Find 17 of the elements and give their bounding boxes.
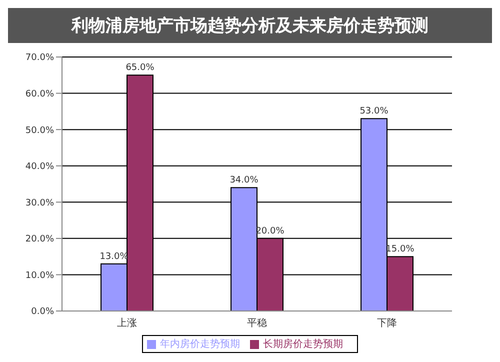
y-tick-label: 10.0%	[25, 270, 54, 281]
y-tick-label: 30.0%	[25, 198, 54, 208]
legend-label: 年内房价走势预期	[160, 339, 240, 350]
x-tick-label: 下降	[377, 317, 397, 330]
chart-title: 利物浦房地产市场趋势分析及未来房价走势预测	[8, 8, 492, 43]
y-tick-label: 20.0%	[25, 234, 54, 245]
legend-label: 长期房价走势预期	[263, 339, 343, 350]
y-tick-label: 60.0%	[25, 89, 54, 100]
y-tick-label: 40.0%	[25, 162, 54, 172]
y-tick-label: 50.0%	[25, 126, 54, 136]
data-label: 34.0%	[230, 176, 259, 186]
x-tick-label: 上涨	[117, 317, 137, 330]
y-tick-label: 0.0%	[31, 307, 54, 318]
x-tick-label: 平稳	[247, 317, 267, 330]
data-label: 65.0%	[126, 63, 155, 74]
y-tick-label: 70.0%	[25, 53, 54, 64]
data-label: 53.0%	[360, 106, 389, 117]
